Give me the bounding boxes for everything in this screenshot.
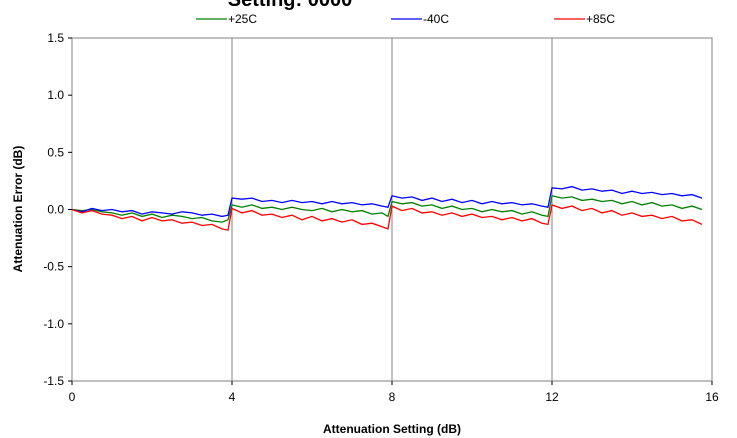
y-tick-label: -1.0	[43, 317, 64, 331]
legend-label: -40C	[423, 12, 449, 26]
series-lines	[71, 185, 703, 231]
y-axis-label: Attenuation Error (dB)	[11, 146, 25, 273]
chart-title: Setting: 0000	[228, 0, 352, 11]
y-tick-label: 0.0	[47, 203, 64, 217]
y-tick-label: -1.5	[43, 374, 64, 388]
series-line-1	[71, 185, 703, 218]
x-tick-label: 16	[705, 390, 719, 404]
series-line-2	[71, 204, 703, 231]
legend: +25C -40C +85C	[196, 12, 615, 26]
x-axis: 0 4 8 12 16	[69, 381, 719, 404]
y-tick-label: 1.0	[47, 88, 64, 102]
x-axis-label: Attenuation Setting (dB)	[323, 422, 461, 436]
legend-label: +25C	[228, 12, 257, 26]
y-tick-label: 0.5	[47, 145, 64, 159]
y-tick-label: -0.5	[43, 260, 64, 274]
y-axis: 1.5 1.0 0.5 0.0 -0.5 -1.0 -1.5	[43, 31, 72, 388]
x-tick-label: 0	[69, 390, 76, 404]
x-tick-label: 8	[389, 390, 396, 404]
x-tick-label: 4	[229, 390, 236, 404]
y-tick-label: 1.5	[47, 31, 64, 45]
series-line-0	[71, 195, 703, 223]
legend-label: +85C	[586, 12, 615, 26]
x-tick-label: 12	[545, 390, 559, 404]
